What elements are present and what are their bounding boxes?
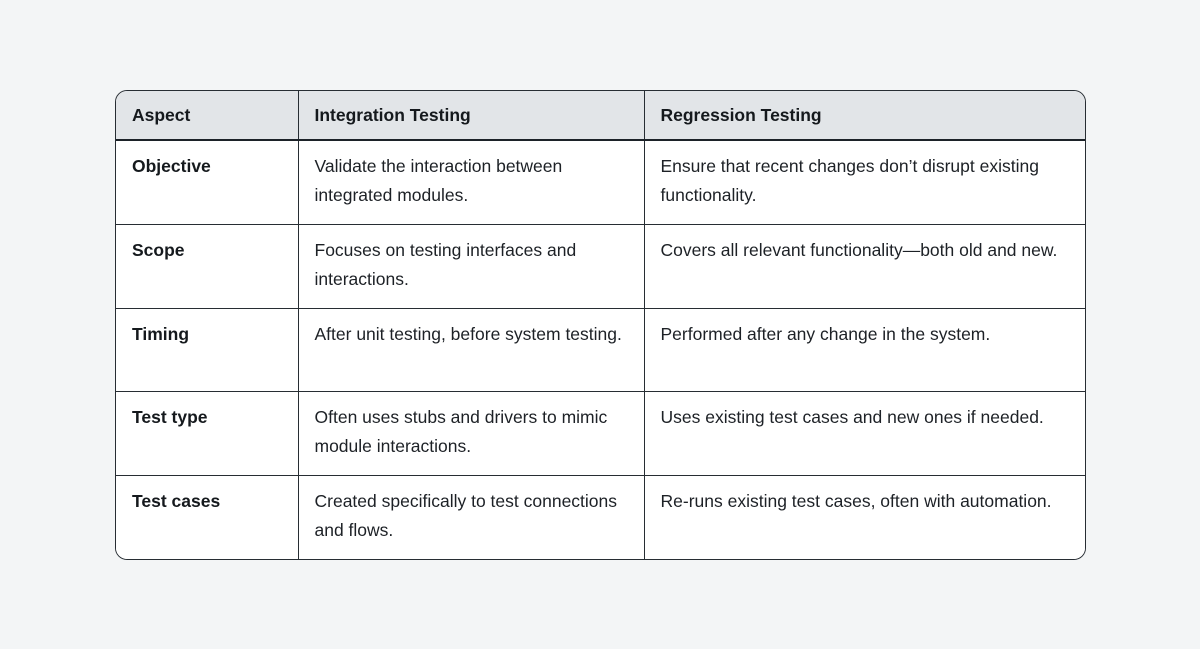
cell-test-type-regression: Uses existing test cases and new ones if… [643,391,1085,476]
table-row: Scope Focuses on testing interfaces and … [116,224,1085,309]
table-row: Timing After unit testing, before system… [116,308,1085,392]
cell-scope-regression: Covers all relevant functionality—both o… [643,224,1085,309]
comparison-table-container: Aspect Integration Testing Regression Te… [115,90,1086,560]
table-header-row: Aspect Integration Testing Regression Te… [116,91,1085,141]
cell-timing-regression: Performed after any change in the system… [643,308,1085,392]
cell-timing-integration: After unit testing, before system testin… [297,308,644,392]
row-label-test-type: Test type [116,391,298,476]
table-row: Test cases Created specifically to test … [116,475,1085,559]
table-row: Test type Often uses stubs and drivers t… [116,391,1085,476]
cell-scope-integration: Focuses on testing interfaces and intera… [297,224,644,309]
cell-objective-integration: Validate the interaction between integra… [297,140,644,225]
row-label-timing: Timing [116,308,298,392]
row-label-test-cases: Test cases [116,475,298,559]
cell-test-cases-integration: Created specifically to test connections… [297,475,644,559]
cell-test-type-integration: Often uses stubs and drivers to mimic mo… [297,391,644,476]
table-row: Objective Validate the interaction betwe… [116,140,1085,225]
row-label-scope: Scope [116,224,298,309]
column-header-regression-testing: Regression Testing [643,91,1085,141]
row-label-objective: Objective [116,140,298,225]
cell-objective-regression: Ensure that recent changes don’t disrupt… [643,140,1085,225]
comparison-table: Aspect Integration Testing Regression Te… [116,91,1085,559]
cell-test-cases-regression: Re-runs existing test cases, often with … [643,475,1085,559]
column-header-aspect: Aspect [116,91,298,141]
column-header-integration-testing: Integration Testing [297,91,644,141]
